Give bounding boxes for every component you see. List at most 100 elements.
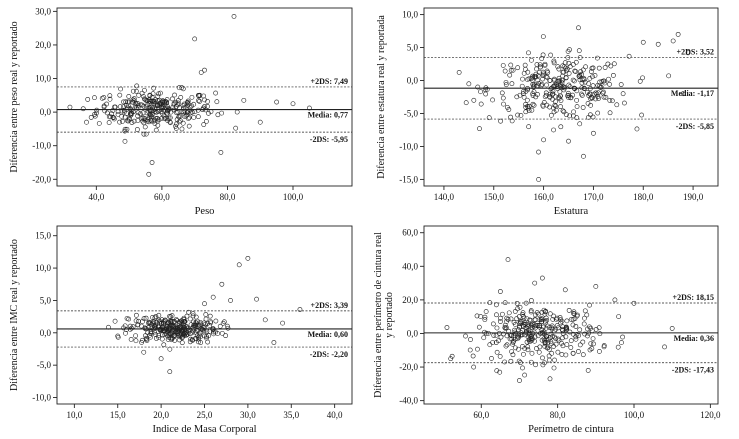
data-point <box>529 321 535 327</box>
data-point <box>534 346 539 351</box>
data-point <box>542 341 548 346</box>
data-point <box>198 340 204 345</box>
data-point <box>532 280 538 286</box>
x-tick-label: 10,0 <box>66 410 82 420</box>
data-point <box>543 336 549 342</box>
data-point <box>245 255 251 261</box>
data-point <box>531 322 537 327</box>
x-tick-label: 15,0 <box>110 410 126 420</box>
data-point <box>544 317 550 323</box>
data-point <box>558 317 564 323</box>
data-point <box>553 341 559 347</box>
data-point <box>145 102 151 108</box>
data-point <box>146 171 152 177</box>
panel-1: 40,0 60,0 80,0 100,0 -20,0 -10,0 0,0 10,0 20,0 30… <box>9 6 353 217</box>
x-tick-label: 150,0 <box>484 192 505 202</box>
data-point <box>595 55 600 61</box>
data-point <box>595 90 601 96</box>
data-point <box>592 73 598 78</box>
data-point <box>190 324 196 330</box>
data-point <box>637 78 643 84</box>
data-point <box>552 334 557 340</box>
data-point <box>290 101 296 107</box>
data-point <box>514 316 520 322</box>
data-point <box>506 310 512 316</box>
data-point <box>551 344 557 349</box>
data-point <box>516 334 522 340</box>
data-point <box>559 340 564 346</box>
x-tick-label: 100,0 <box>283 192 304 202</box>
data-point <box>537 64 543 70</box>
data-point <box>581 321 587 327</box>
data-point <box>502 68 508 74</box>
data-point <box>530 84 536 90</box>
data-point <box>574 104 580 109</box>
data-point <box>502 325 508 331</box>
data-point <box>639 112 645 118</box>
data-point <box>115 333 121 339</box>
data-point <box>497 369 503 375</box>
data-point <box>558 104 563 110</box>
data-point <box>542 320 548 326</box>
data-point <box>540 52 546 58</box>
data-point <box>577 327 583 333</box>
data-point <box>136 92 142 98</box>
data-point <box>588 341 594 347</box>
data-point <box>124 126 130 132</box>
data-point <box>106 120 112 125</box>
data-point <box>557 93 563 99</box>
x-tick-label: 40,0 <box>88 192 104 202</box>
y-tick-label: -40,0 <box>399 396 418 406</box>
data-point <box>589 346 595 351</box>
data-point <box>521 70 527 76</box>
data-point <box>551 365 557 371</box>
data-point <box>153 127 159 133</box>
data-point <box>160 327 166 333</box>
data-point <box>471 97 477 103</box>
data-point <box>155 93 161 99</box>
data-point <box>225 323 230 329</box>
data-point <box>543 74 549 80</box>
data-point <box>532 325 538 331</box>
data-point <box>164 99 169 105</box>
data-point <box>96 121 102 126</box>
data-point <box>547 94 553 99</box>
data-point <box>517 319 523 324</box>
y-tick-label: 40,0 <box>402 261 418 271</box>
data-point <box>570 77 576 83</box>
data-point <box>138 102 144 108</box>
data-point <box>280 320 285 326</box>
data-point <box>149 118 154 124</box>
scatter-points <box>444 257 675 383</box>
data-point <box>542 61 548 67</box>
data-point <box>603 94 609 100</box>
data-point <box>564 112 569 118</box>
data-point <box>593 96 598 102</box>
data-point <box>587 91 593 97</box>
plot-frame <box>56 225 353 405</box>
x-axis-label: Estatura <box>554 206 589 217</box>
data-point <box>541 137 546 143</box>
data-point <box>606 76 611 82</box>
data-point <box>517 92 523 98</box>
data-point <box>94 107 100 113</box>
data-point <box>477 126 482 132</box>
data-point <box>526 103 532 109</box>
data-point <box>578 69 584 75</box>
data-point <box>206 110 211 116</box>
data-point <box>525 344 531 350</box>
data-point <box>184 332 190 338</box>
data-point <box>157 318 163 324</box>
data-point <box>560 69 566 75</box>
data-point <box>596 65 602 71</box>
data-point <box>529 350 535 356</box>
data-point <box>142 96 147 102</box>
data-point <box>528 359 534 365</box>
data-point <box>190 337 196 343</box>
data-point <box>553 94 558 100</box>
data-point <box>201 320 207 326</box>
data-point <box>197 98 202 104</box>
data-point <box>499 90 505 96</box>
data-point <box>512 345 518 351</box>
data-point <box>128 111 134 117</box>
